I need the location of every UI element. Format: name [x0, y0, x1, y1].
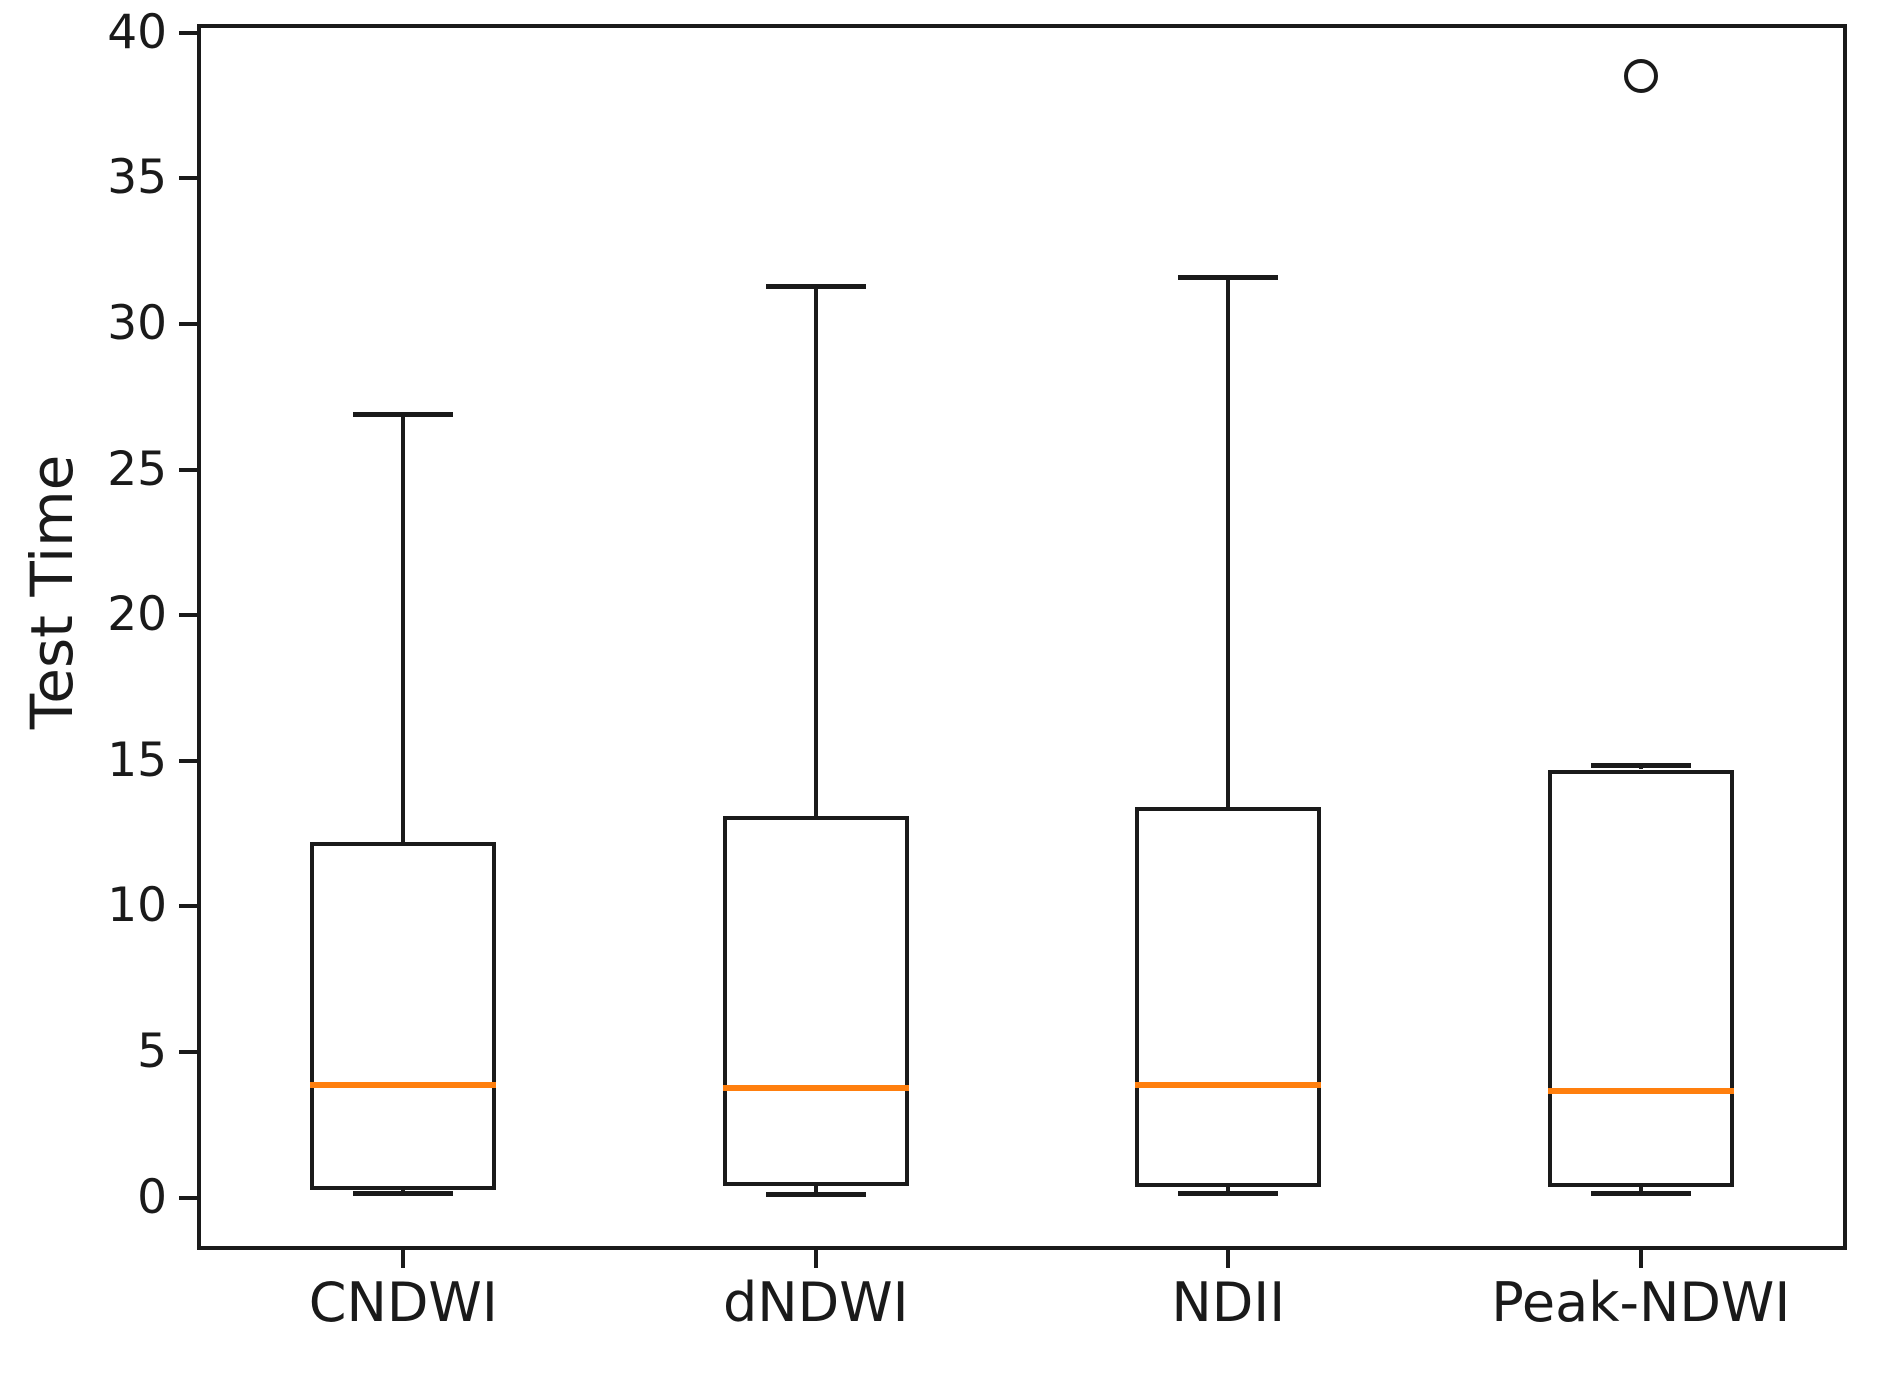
y-tick-mark [179, 321, 197, 326]
whisker-cap-upper-NDII [1178, 274, 1279, 280]
x-tick-label-dNDWI: dNDWI [722, 1271, 909, 1334]
median-Peak-NDWI [1547, 1088, 1734, 1095]
y-tick-label: 40 [107, 4, 167, 60]
y-tick-mark [179, 758, 197, 763]
y-tick-label: 15 [107, 732, 167, 788]
y-tick-mark [179, 904, 197, 909]
y-tick-label: 20 [107, 587, 167, 643]
y-tick-mark [179, 176, 197, 181]
whisker-upper-NDII [1226, 277, 1231, 808]
box-CNDWI [310, 842, 497, 1191]
y-tick-label: 0 [137, 1169, 167, 1225]
whisker-cap-lower-Peak-NDWI [1590, 1190, 1691, 1196]
x-tick-mark [813, 1250, 818, 1268]
box-NDII [1135, 807, 1322, 1188]
box-dNDWI [722, 816, 909, 1186]
outlier-Peak-NDWI [1623, 59, 1658, 94]
x-tick-label-CNDWI: CNDWI [308, 1271, 498, 1334]
whisker-lower-NDII [1226, 1187, 1231, 1194]
box-Peak-NDWI [1547, 769, 1734, 1188]
whisker-cap-upper-Peak-NDWI [1590, 762, 1691, 768]
whisker-cap-lower-NDII [1178, 1190, 1279, 1196]
x-tick-mark [1226, 1250, 1231, 1268]
whisker-cap-upper-dNDWI [765, 283, 866, 289]
y-tick-label: 25 [107, 441, 167, 497]
y-tick-label: 5 [137, 1023, 167, 1079]
y-tick-mark [179, 613, 197, 618]
whisker-cap-lower-CNDWI [353, 1190, 454, 1196]
x-tick-label-Peak-NDWI: Peak-NDWI [1491, 1271, 1791, 1334]
x-tick-mark [401, 1250, 406, 1268]
whisker-lower-Peak-NDWI [1638, 1187, 1643, 1194]
plot-area [197, 24, 1847, 1250]
median-dNDWI [722, 1085, 909, 1092]
y-tick-mark [179, 1195, 197, 1200]
x-tick-label-NDII: NDII [1171, 1271, 1286, 1334]
y-tick-mark [179, 1049, 197, 1054]
y-tick-label: 30 [107, 295, 167, 351]
y-tick-mark [179, 30, 197, 35]
whisker-lower-dNDWI [813, 1185, 818, 1195]
x-tick-mark [1638, 1250, 1643, 1268]
whisker-upper-CNDWI [401, 414, 406, 843]
y-tick-mark [179, 467, 197, 472]
whisker-upper-dNDWI [813, 286, 818, 817]
y-tick-label: 35 [107, 150, 167, 206]
median-NDII [1135, 1082, 1322, 1089]
y-tick-label: 10 [107, 878, 167, 934]
whisker-cap-lower-dNDWI [765, 1192, 866, 1198]
median-CNDWI [310, 1082, 497, 1089]
whisker-cap-upper-CNDWI [353, 411, 454, 417]
